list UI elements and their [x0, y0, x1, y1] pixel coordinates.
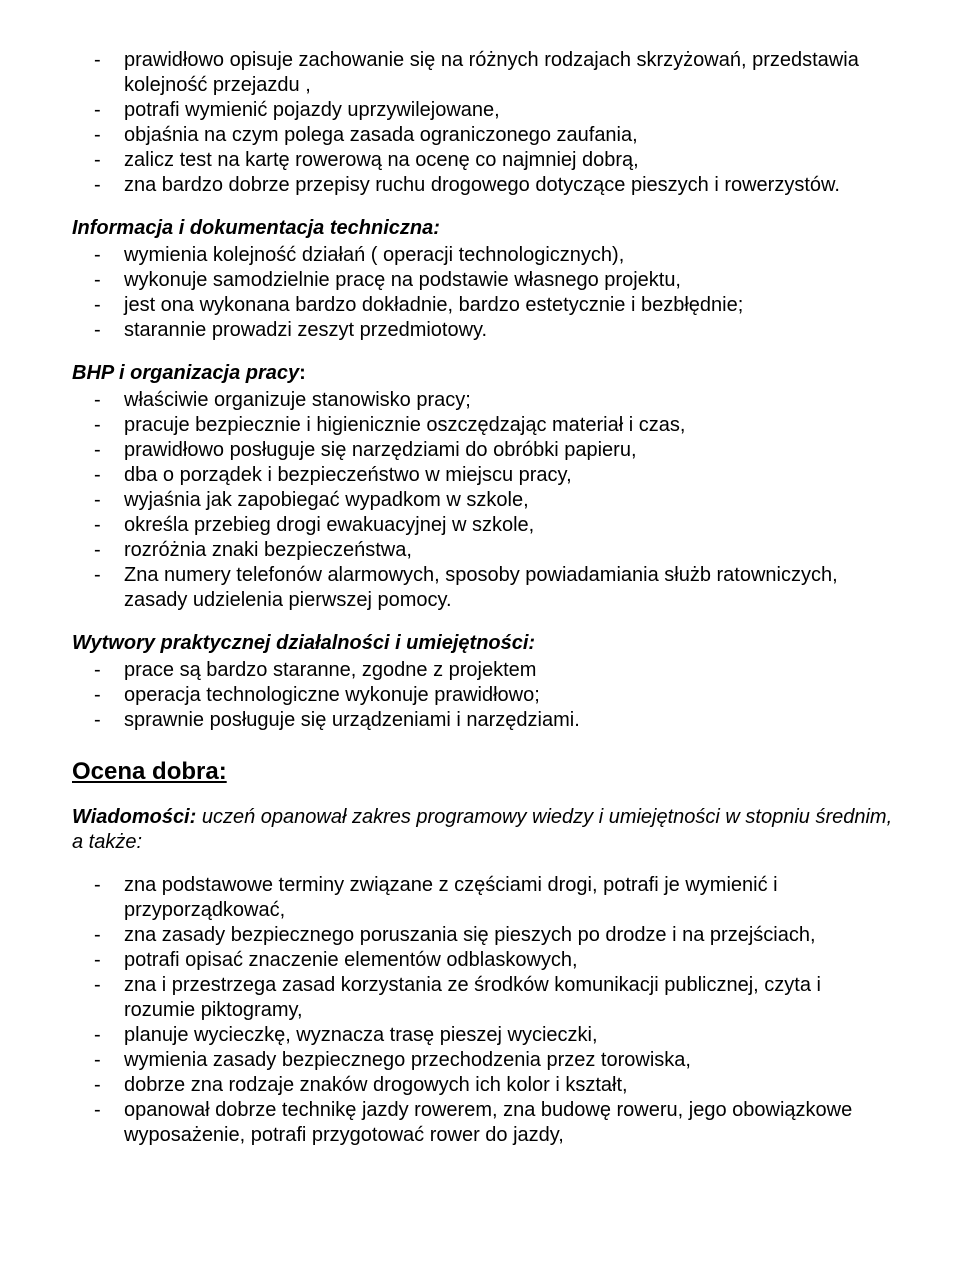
list-item: Zna numery telefonów alarmowych, sposoby…	[72, 563, 896, 613]
list-item: wykonuje samodzielnie pracę na podstawie…	[72, 268, 896, 293]
list-item: objaśnia na czym polega zasada ograniczo…	[72, 123, 896, 148]
list-item: zna bardzo dobrze przepisy ruchu drogowe…	[72, 173, 896, 198]
list-item: wymienia kolejność działań ( operacji te…	[72, 243, 896, 268]
wiadomosci-label: Wiadomości:	[72, 806, 196, 828]
list-item: prace są bardzo staranne, zgodne z proje…	[72, 658, 896, 683]
section-title-ocena-dobra: Ocena dobra:	[72, 757, 896, 787]
wiadomosci-paragraph: Wiadomości: uczeń opanował zakres progra…	[72, 805, 896, 855]
heading-wytwory: Wytwory praktycznej działalności i umiej…	[72, 631, 896, 656]
heading-text: Wytwory praktycznej działalności i umiej…	[72, 632, 535, 654]
heading-text: BHP i organizacja pracy	[72, 362, 299, 384]
list-item: dba o porządek i bezpieczeństwo w miejsc…	[72, 463, 896, 488]
list-item: operacja technologiczne wykonuje prawidł…	[72, 683, 896, 708]
list-block-1: prawidłowo opisuje zachowanie się na róż…	[72, 48, 896, 198]
heading-text: Informacja i dokumentacja techniczna:	[72, 217, 440, 239]
list-item: potrafi wymienić pojazdy uprzywilejowane…	[72, 98, 896, 123]
heading-tail: :	[299, 362, 306, 384]
wiadomosci-text: uczeń opanował zakres programowy wiedzy …	[72, 806, 892, 853]
list-item: określa przebieg drogi ewakuacyjnej w sz…	[72, 513, 896, 538]
list-item: zna zasady bezpiecznego poruszania się p…	[72, 923, 896, 948]
list-item: wymienia zasady bezpiecznego przechodzen…	[72, 1048, 896, 1073]
list-item: zna podstawowe terminy związane z części…	[72, 873, 896, 923]
heading-info-dok: Informacja i dokumentacja techniczna:	[72, 216, 896, 241]
list-item: jest ona wykonana bardzo dokładnie, bard…	[72, 293, 896, 318]
list-item: planuje wycieczkę, wyznacza trasę piesze…	[72, 1023, 896, 1048]
list-item: dobrze zna rodzaje znaków drogowych ich …	[72, 1073, 896, 1098]
list-item: zna i przestrzega zasad korzystania ze ś…	[72, 973, 896, 1023]
list-item: rozróżnia znaki bezpieczeństwa,	[72, 538, 896, 563]
list-block-5: zna podstawowe terminy związane z części…	[72, 873, 896, 1148]
list-item: starannie prowadzi zeszyt przedmiotowy.	[72, 318, 896, 343]
list-item: zalicz test na kartę rowerową na ocenę c…	[72, 148, 896, 173]
list-block-3: właściwie organizuje stanowisko pracy; p…	[72, 388, 896, 613]
list-item: pracuje bezpiecznie i higienicznie oszcz…	[72, 413, 896, 438]
list-item: sprawnie posługuje się urządzeniami i na…	[72, 708, 896, 733]
heading-bhp: BHP i organizacja pracy:	[72, 361, 896, 386]
list-item: prawidłowo opisuje zachowanie się na róż…	[72, 48, 896, 98]
list-item: właściwie organizuje stanowisko pracy;	[72, 388, 896, 413]
list-block-4: prace są bardzo staranne, zgodne z proje…	[72, 658, 896, 733]
list-item: opanował dobrze technikę jazdy rowerem, …	[72, 1098, 896, 1148]
list-item: wyjaśnia jak zapobiegać wypadkom w szkol…	[72, 488, 896, 513]
list-block-2: wymienia kolejność działań ( operacji te…	[72, 243, 896, 343]
list-item: prawidłowo posługuje się narzędziami do …	[72, 438, 896, 463]
list-item: potrafi opisać znaczenie elementów odbla…	[72, 948, 896, 973]
